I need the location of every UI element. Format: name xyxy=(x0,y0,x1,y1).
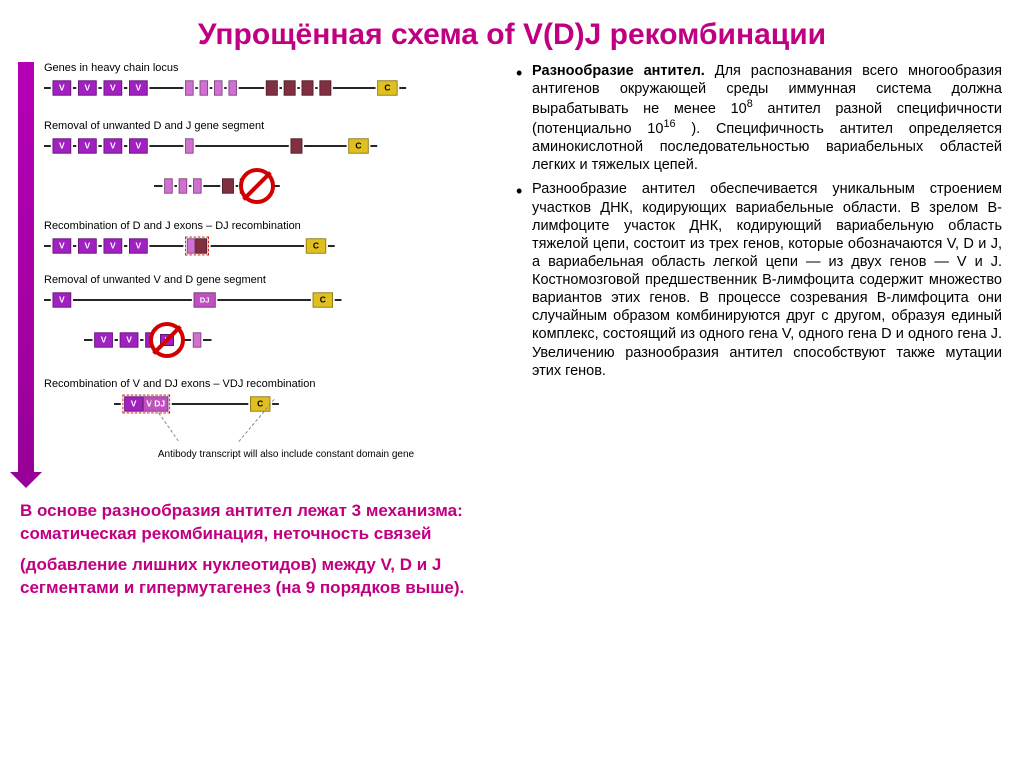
left-column: Genes in heavy chain locus V V V V xyxy=(12,62,502,600)
d-segment xyxy=(185,138,194,153)
c-segment: C xyxy=(348,138,368,153)
diagram-step-5: Recombination of V and DJ exons – VDJ re… xyxy=(44,378,498,460)
note-line: В основе разнообразия антител лежат 3 ме… xyxy=(20,500,498,546)
dj-recombination-box xyxy=(185,237,209,256)
no-entry-icon xyxy=(239,168,275,204)
d-segment xyxy=(193,332,202,347)
v-segment: V xyxy=(129,138,148,153)
vdj-diagram: Genes in heavy chain locus V V V V xyxy=(12,62,502,492)
v-segment: V xyxy=(129,238,148,253)
diagram-footer: Antibody transcript will also include co… xyxy=(44,449,498,460)
bullet-1: Разнообразие антител. Для распознавания … xyxy=(510,62,1002,174)
d-segment xyxy=(228,80,237,95)
v-segment: V xyxy=(53,292,72,307)
v-segment: V xyxy=(53,138,72,153)
j-segment xyxy=(195,238,207,253)
superscript: 16 xyxy=(663,118,675,130)
v-segment: V xyxy=(78,80,97,95)
v-segment: V xyxy=(78,138,97,153)
step-label: Recombination of D and J exons – DJ reco… xyxy=(44,220,498,232)
step-label: Recombination of V and DJ exons – VDJ re… xyxy=(44,378,498,390)
j-segment xyxy=(291,138,303,153)
v-segment: V xyxy=(120,332,139,347)
dj-segment: DJ xyxy=(194,292,216,307)
bullet-2: Разнообразие антител обеспечивается уник… xyxy=(510,180,1002,379)
v-segment: V xyxy=(104,238,123,253)
step-label: Removal of unwanted D and J gene segment xyxy=(44,120,498,132)
v-segment: V xyxy=(78,238,97,253)
bullet-1-head: Разнообразие антител. xyxy=(532,63,715,79)
c-segment: C xyxy=(377,80,397,95)
diagram-step-1: Genes in heavy chain locus V V V V xyxy=(44,62,498,99)
step-label: Genes in heavy chain locus xyxy=(44,62,498,74)
j-segment xyxy=(266,80,278,95)
d-segment xyxy=(200,80,209,95)
v-segment: V xyxy=(53,238,72,253)
j-segment xyxy=(284,80,296,95)
v-segment: V xyxy=(104,138,123,153)
vdj-recombination-box: V V DJ xyxy=(123,395,171,414)
d-segment xyxy=(187,238,196,253)
page-title: Упрощённая схема of V(D)J рекомбинации xyxy=(0,0,1024,62)
j-segment xyxy=(302,80,314,95)
v-segment: V xyxy=(124,396,143,411)
c-segment: C xyxy=(250,396,270,411)
v-segment: V xyxy=(94,332,113,347)
d-segment xyxy=(179,178,188,193)
d-segment xyxy=(185,80,194,95)
c-segment: C xyxy=(313,292,333,307)
progress-arrow xyxy=(18,62,34,472)
diagram-step-3: Recombination of D and J exons – DJ reco… xyxy=(44,220,498,257)
d-segment xyxy=(193,178,202,193)
diagram-step-4: Removal of unwanted V and D gene segment… xyxy=(44,274,498,351)
note-line: (добавление лишних нуклеотидов) между V,… xyxy=(20,554,498,600)
v-segment: V xyxy=(53,80,72,95)
diagram-step-2: Removal of unwanted D and J gene segment… xyxy=(44,120,498,197)
no-entry-icon: V xyxy=(149,322,185,358)
d-segment xyxy=(214,80,223,95)
step-label: Removal of unwanted V and D gene segment xyxy=(44,274,498,286)
mechanisms-note: В основе разнообразия антител лежат 3 ме… xyxy=(12,492,502,600)
right-column: Разнообразие антител. Для распознавания … xyxy=(502,62,1002,600)
c-segment: C xyxy=(306,238,326,253)
v-segment: V xyxy=(104,80,123,95)
v-segment: V xyxy=(129,80,148,95)
content-row: Genes in heavy chain locus V V V V xyxy=(0,62,1024,600)
j-segment xyxy=(319,80,331,95)
d-segment xyxy=(164,178,173,193)
j-segment xyxy=(222,178,234,193)
